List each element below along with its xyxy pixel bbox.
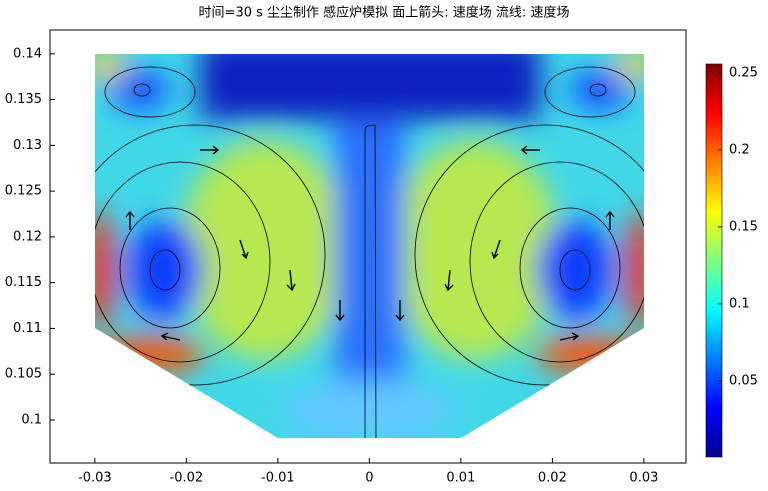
y-tick-label: 0.13 — [13, 138, 42, 153]
x-tick-label: -0.03 — [78, 471, 112, 486]
y-tick-label: 0.115 — [5, 275, 42, 290]
y-tick-label: 0.135 — [5, 92, 42, 107]
y-tick-label: 0.14 — [13, 46, 42, 61]
y-tick-label: 0.1 — [21, 412, 42, 427]
x-tick-label: 0.01 — [446, 471, 475, 486]
colorbar-tick-label: 0.1 — [729, 296, 750, 311]
y-tick-label: 0.105 — [5, 367, 42, 382]
x-tick-label: 0 — [365, 471, 373, 486]
y-tick-label: 0.11 — [13, 321, 42, 336]
colorbar-tick-label: 0.25 — [729, 65, 758, 80]
y-tick-label: 0.125 — [5, 184, 42, 199]
colorbar-tick-label: 0.15 — [729, 219, 758, 234]
x-tick-label: 0.02 — [538, 471, 567, 486]
colorbar — [705, 63, 723, 458]
colorbar-tick-label: 0.05 — [729, 373, 758, 388]
chart-title: 时间=30 s 尘尘制作 感应炉模拟 面上箭头: 速度场 流线: 速度场 — [199, 5, 570, 21]
velocity-field — [95, 54, 644, 438]
x-tick-label: -0.01 — [261, 471, 295, 486]
x-tick-label: -0.02 — [170, 471, 204, 486]
streamlines — [95, 66, 644, 438]
y-tick-label: 0.12 — [13, 229, 42, 244]
colorbar-tick-label: 0.2 — [729, 142, 750, 157]
arrows — [125, 145, 615, 341]
x-tick-label: 0.03 — [629, 471, 658, 486]
